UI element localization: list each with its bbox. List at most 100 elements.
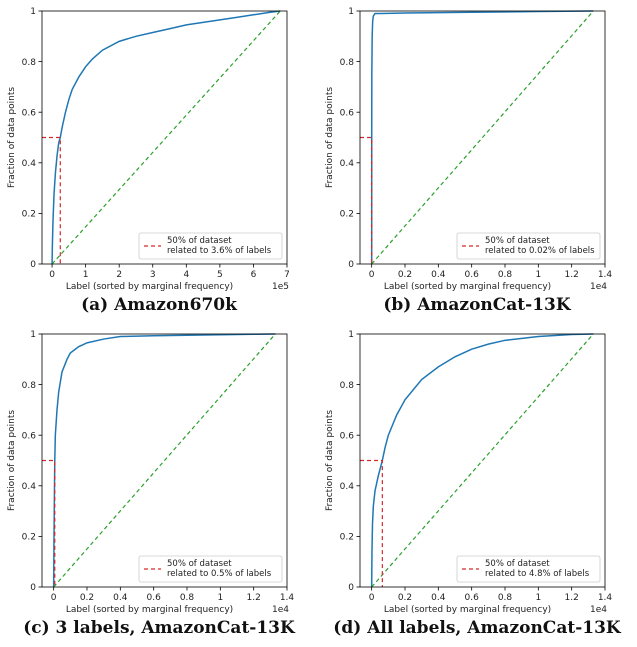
x-tick-label: 1 [535, 593, 541, 603]
y-tick-label: 0.6 [22, 108, 37, 118]
y-tick-label: 0.6 [22, 431, 37, 441]
uniform-reference-line [51, 10, 281, 265]
x-axis-title: Label (sorted by marginal frequency) [66, 605, 233, 615]
y-tick-label: 0.6 [340, 108, 355, 118]
x-tick-label: 1.4 [598, 593, 613, 603]
uniform-reference-line [53, 333, 276, 588]
y-tick-label: 0.4 [340, 159, 355, 169]
legend-box [138, 232, 283, 260]
plot-frame [359, 10, 606, 265]
legend-label: related to 3.6% of labels [167, 246, 272, 256]
legend-label: related to 0.5% of labels [167, 569, 272, 579]
x-tick-label: 3 [150, 270, 156, 280]
legend-label: related to 0.02% of labels [485, 246, 595, 256]
x-tick-label: 1.4 [598, 270, 613, 280]
half-dataset-marker [360, 136, 373, 264]
y-tick-label: 1 [30, 7, 36, 17]
x-tick-label: 1 [535, 270, 541, 280]
legend-box [456, 232, 601, 260]
y-tick-label: 0.6 [340, 431, 355, 441]
legend-label: 50% of dataset [167, 559, 232, 569]
x-axis-title: Label (sorted by marginal frequency) [384, 605, 551, 615]
y-tick-label: 0.4 [22, 482, 37, 492]
y-tick-label: 0.8 [22, 381, 37, 391]
x-tick-label: 0.4 [431, 593, 446, 603]
plot-frame [41, 10, 288, 265]
y-tick-label: 1 [348, 7, 354, 17]
x-tick-label: 1 [83, 270, 89, 280]
x-tick-label: 0.6 [465, 270, 480, 280]
uniform-reference-line [371, 333, 594, 588]
caption-b: (b) AmazonCat-13K [383, 295, 571, 315]
caption-d: (d) All labels, AmazonCat-13K [333, 618, 621, 638]
x-tick-label: 0.2 [80, 593, 94, 603]
x-tick-label: 0.8 [498, 593, 513, 603]
x-tick-label: 0.4 [431, 270, 446, 280]
y-tick-label: 0.8 [340, 381, 355, 391]
x-tick-label: 0 [369, 270, 375, 280]
legend-label: 50% of dataset [167, 236, 232, 246]
x-multiplier-label: 1e4 [590, 282, 607, 292]
x-tick-label: 7 [284, 270, 290, 280]
x-tick-label: 0 [51, 593, 57, 603]
uniform-reference-line [371, 10, 594, 265]
plot-frame [359, 333, 606, 588]
x-tick-label: 0.6 [147, 593, 162, 603]
x-axis-title: Label (sorted by marginal frequency) [66, 282, 233, 292]
y-tick-label: 0 [30, 260, 36, 270]
x-tick-label: 0 [369, 593, 375, 603]
chart-c: 0 0.2 0.4 0.6 0.8 1 1.2 1.4 0 0.2 0.4 0.6 0.8 1 Label … [7, 330, 295, 615]
chart-panel-d: 0 0.2 0.4 0.6 0.8 1 1.2 1.4 0 0.2 0.4 0.6 0.8 1 Label … [318, 323, 636, 646]
legend-label: related to 4.8% of labels [485, 569, 590, 579]
y-tick-label: 0.8 [22, 58, 37, 68]
y-tick-label: 1 [30, 330, 36, 340]
y-tick-label: 0.8 [340, 58, 355, 68]
chart-a: 0 1 2 3 4 5 6 7 0 0.2 0.4 0.6 0.8 1 Label (sorted by m… [7, 7, 290, 292]
x-multiplier-label: 1e4 [590, 605, 607, 615]
half-dataset-marker [360, 459, 383, 587]
y-tick-label: 0 [348, 260, 354, 270]
x-tick-label: 0.6 [465, 593, 480, 603]
y-tick-label: 0.2 [22, 210, 36, 220]
x-multiplier-label: 1e5 [272, 282, 289, 292]
x-tick-label: 0.4 [113, 593, 128, 603]
x-tick-label: 1 [217, 593, 223, 603]
y-tick-label: 0 [30, 583, 36, 593]
y-axis-title: Fraction of data points [7, 87, 17, 188]
y-tick-label: 0 [348, 583, 354, 593]
y-tick-label: 0.2 [22, 533, 36, 543]
plot-frame [41, 333, 288, 588]
x-tick-label: 2 [116, 270, 122, 280]
y-axis-title: Fraction of data points [7, 410, 17, 511]
x-tick-label: 1.2 [565, 270, 579, 280]
y-tick-label: 0.4 [22, 159, 37, 169]
chart-b: 0 0.2 0.4 0.6 0.8 1 1.2 1.4 0 0.2 0.4 0.6 0.8 1 Label … [325, 7, 613, 292]
chart-panel-c: 0 0.2 0.4 0.6 0.8 1 1.2 1.4 0 0.2 0.4 0.6 0.8 1 Label … [0, 323, 318, 646]
legend-box [456, 555, 601, 583]
half-dataset-marker [42, 459, 56, 587]
x-multiplier-label: 1e4 [272, 605, 289, 615]
x-tick-label: 6 [251, 270, 257, 280]
x-axis-title: Label (sorted by marginal frequency) [384, 282, 551, 292]
y-axis-title: Fraction of data points [325, 410, 335, 511]
x-tick-label: 4 [183, 270, 189, 280]
chart-panel-a: 0 1 2 3 4 5 6 7 0 0.2 0.4 0.6 0.8 1 Label (sorted by m… [0, 0, 318, 323]
x-tick-label: 0 [49, 270, 55, 280]
x-tick-label: 1.4 [280, 593, 295, 603]
x-tick-label: 0.8 [180, 593, 195, 603]
y-tick-label: 0.4 [340, 482, 355, 492]
caption-a: (a) Amazon670k [81, 295, 237, 315]
legend-box [138, 555, 283, 583]
legend-label: 50% of dataset [485, 236, 550, 246]
x-tick-label: 1.2 [565, 593, 579, 603]
chart-d: 0 0.2 0.4 0.6 0.8 1 1.2 1.4 0 0.2 0.4 0.6 0.8 1 Label … [325, 330, 613, 615]
chart-panel-b: 0 0.2 0.4 0.6 0.8 1 1.2 1.4 0 0.2 0.4 0.6 0.8 1 Label … [318, 0, 636, 323]
y-axis-title: Fraction of data points [325, 87, 335, 188]
cdf-curve [370, 10, 594, 265]
x-tick-label: 0.8 [498, 270, 513, 280]
x-tick-label: 1.2 [247, 593, 261, 603]
